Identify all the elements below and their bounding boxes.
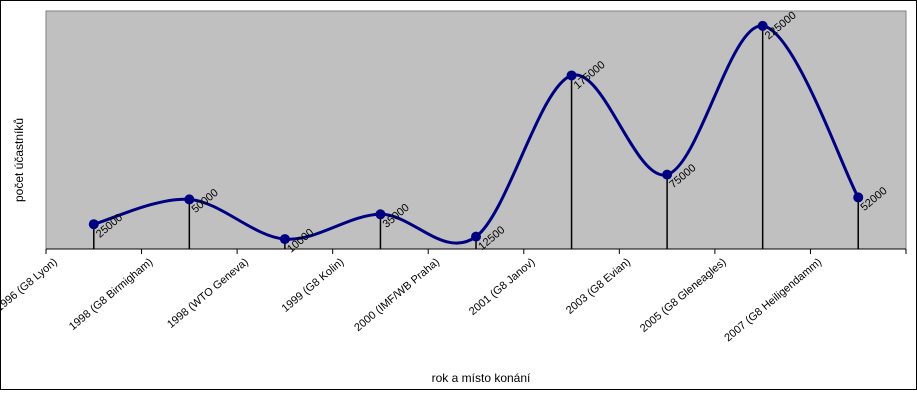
data-point	[757, 20, 768, 31]
data-point	[471, 231, 481, 242]
x-axis-title: rok a místo konání	[432, 371, 531, 385]
series-line	[93, 24, 860, 245]
drop-lines	[93, 25, 859, 249]
y-axis-title: počet účastníků	[12, 118, 26, 202]
data-point	[566, 70, 577, 81]
data-point	[662, 169, 673, 180]
series-markers	[88, 20, 864, 245]
data-point	[279, 234, 290, 245]
data-point	[853, 192, 864, 203]
data-point	[88, 219, 99, 230]
data-point	[375, 209, 386, 220]
data-point	[184, 194, 195, 205]
x-axis	[45, 248, 907, 254]
plot-area	[45, 10, 907, 250]
